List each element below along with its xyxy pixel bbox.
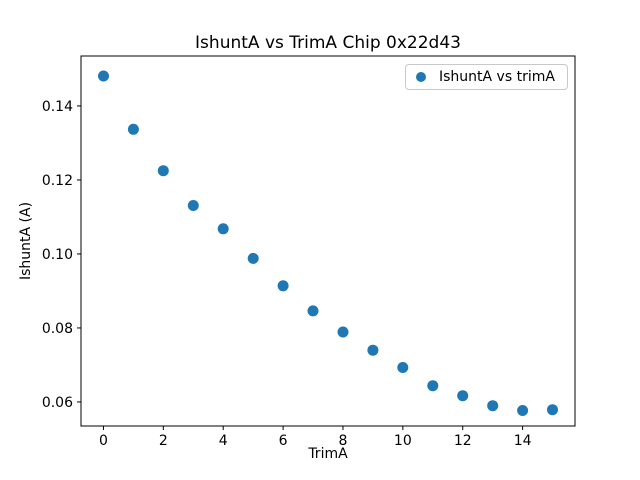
chart-title: IshuntA vs TrimA Chip 0x22d43 bbox=[195, 33, 461, 53]
y-tick-label: 0.14 bbox=[42, 99, 73, 115]
x-tick-label: 0 bbox=[99, 433, 108, 449]
data-point bbox=[547, 404, 558, 416]
data-point bbox=[247, 252, 259, 264]
x-tick-label: 8 bbox=[339, 433, 348, 449]
data-point bbox=[457, 390, 469, 402]
y-tick-label: 0.06 bbox=[42, 395, 73, 411]
x-tick-label: 14 bbox=[514, 433, 532, 449]
data-point bbox=[187, 200, 199, 211]
data-point bbox=[127, 123, 139, 135]
plot-border bbox=[80, 55, 576, 427]
data-point bbox=[98, 70, 109, 82]
data-point bbox=[517, 405, 529, 416]
legend-marker-icon bbox=[416, 72, 426, 82]
data-point bbox=[277, 280, 289, 292]
data-point bbox=[397, 362, 409, 373]
data-point bbox=[427, 380, 439, 392]
y-tick-label: 0.08 bbox=[42, 321, 73, 337]
legend-label: IshuntA vs trimA bbox=[439, 69, 555, 85]
data-point bbox=[337, 326, 349, 338]
x-tick-label: 10 bbox=[394, 433, 412, 449]
data-point bbox=[307, 305, 319, 317]
data-point bbox=[367, 344, 379, 356]
x-axis-label: TrimA bbox=[308, 446, 348, 462]
y-axis-label: IshuntA (A) bbox=[18, 201, 34, 281]
data-point bbox=[487, 400, 499, 412]
x-tick-label: 4 bbox=[219, 433, 228, 449]
data-point bbox=[217, 223, 229, 235]
y-tick-label: 0.10 bbox=[42, 247, 73, 263]
x-tick-label: 2 bbox=[159, 433, 168, 449]
y-tick-label: 0.12 bbox=[42, 173, 73, 189]
x-tick-label: 12 bbox=[454, 433, 472, 449]
legend: IshuntA vs trimA bbox=[405, 64, 568, 90]
data-point bbox=[157, 165, 169, 177]
x-tick-label: 6 bbox=[279, 433, 288, 449]
